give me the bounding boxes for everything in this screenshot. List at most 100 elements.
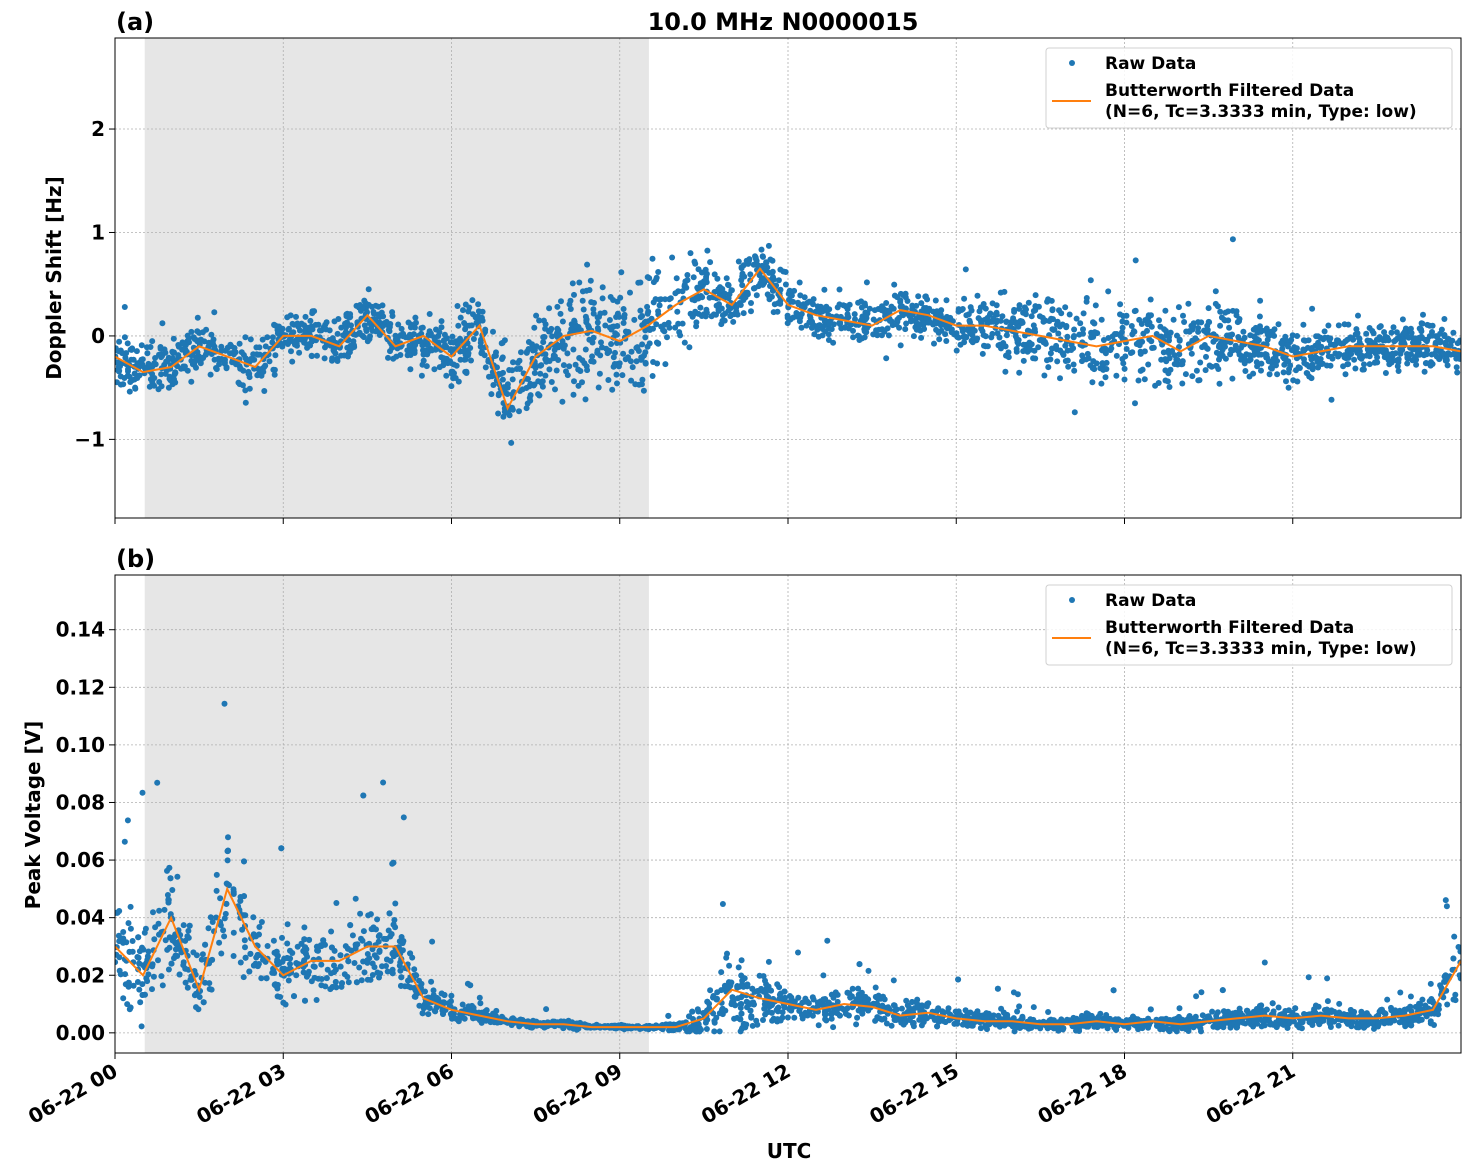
raw-data-point	[429, 347, 435, 353]
raw-data-point	[975, 293, 981, 299]
raw-data-point	[1440, 350, 1446, 356]
raw-data-point	[691, 274, 697, 280]
raw-data-point	[291, 339, 297, 345]
raw-data-point	[426, 332, 432, 338]
raw-data-point	[763, 260, 769, 266]
raw-data-point	[361, 928, 367, 934]
raw-data-point	[491, 353, 497, 359]
raw-data-point	[309, 353, 315, 359]
raw-data-point	[400, 940, 406, 946]
raw-data-point	[1199, 344, 1205, 350]
raw-data-point	[449, 371, 455, 377]
raw-data-point	[780, 1009, 786, 1015]
raw-data-point	[1163, 378, 1169, 384]
raw-data-point	[181, 959, 187, 965]
raw-data-point	[1246, 358, 1252, 364]
raw-data-point	[1448, 352, 1454, 358]
raw-data-point	[666, 296, 672, 302]
raw-data-point	[769, 294, 775, 300]
raw-data-point	[1002, 369, 1008, 375]
raw-data-point	[122, 839, 128, 845]
raw-data-point	[1149, 345, 1155, 351]
raw-data-point	[579, 357, 585, 363]
raw-data-point	[1451, 934, 1457, 940]
raw-data-point	[225, 834, 231, 840]
raw-data-point	[1198, 989, 1204, 995]
raw-data-point	[1222, 310, 1228, 316]
raw-data-point	[1285, 358, 1291, 364]
raw-data-point	[1122, 366, 1128, 372]
raw-data-point	[600, 284, 606, 290]
raw-data-point	[887, 308, 893, 314]
raw-data-point	[1250, 371, 1256, 377]
raw-data-point	[655, 308, 661, 314]
raw-data-point	[206, 925, 212, 931]
raw-data-point	[198, 360, 204, 366]
raw-data-point	[776, 277, 782, 283]
raw-data-point	[709, 313, 715, 319]
raw-data-point	[429, 939, 435, 945]
raw-data-point	[240, 368, 246, 374]
raw-data-point	[318, 982, 324, 988]
raw-data-point	[1029, 341, 1035, 347]
raw-data-point	[401, 814, 407, 820]
raw-data-point	[797, 292, 803, 298]
raw-data-point	[423, 349, 429, 355]
raw-data-point	[831, 995, 837, 1001]
raw-data-point	[688, 250, 694, 256]
raw-data-point	[469, 297, 475, 303]
raw-data-point	[1286, 385, 1292, 391]
raw-data-point	[509, 367, 515, 373]
raw-data-point	[720, 1006, 726, 1012]
raw-data-point	[748, 300, 754, 306]
raw-data-point	[1041, 319, 1047, 325]
raw-data-point	[328, 929, 334, 935]
raw-data-point	[241, 858, 247, 864]
raw-data-point	[373, 328, 379, 334]
raw-data-point	[1292, 1005, 1298, 1011]
raw-data-point	[456, 379, 462, 385]
raw-data-point	[1424, 322, 1430, 328]
raw-data-point	[1148, 297, 1154, 303]
raw-data-point	[1382, 337, 1388, 343]
raw-data-point	[517, 358, 523, 364]
raw-data-point	[597, 371, 603, 377]
raw-data-point	[1436, 1006, 1442, 1012]
raw-data-point	[680, 288, 686, 294]
raw-data-point	[718, 321, 724, 327]
raw-data-point	[856, 992, 862, 998]
raw-data-point	[549, 333, 555, 339]
raw-data-point	[918, 315, 924, 321]
raw-data-point	[1286, 366, 1292, 372]
raw-data-point	[137, 999, 143, 1005]
raw-data-point	[1016, 1003, 1022, 1009]
raw-data-point	[615, 311, 621, 317]
raw-data-point	[961, 296, 967, 302]
raw-data-point	[707, 295, 713, 301]
raw-data-point	[1139, 339, 1145, 345]
raw-data-point	[898, 342, 904, 348]
raw-data-point	[570, 280, 576, 286]
raw-data-point	[156, 908, 162, 914]
raw-data-point	[1404, 361, 1410, 367]
raw-data-point	[1297, 365, 1303, 371]
raw-data-point	[333, 351, 339, 357]
raw-data-point	[1272, 326, 1278, 332]
raw-data-point	[113, 952, 119, 958]
raw-data-point	[1209, 1009, 1215, 1015]
raw-data-point	[1251, 347, 1257, 353]
raw-data-point	[672, 290, 678, 296]
raw-data-point	[1301, 337, 1307, 343]
raw-data-point	[287, 961, 293, 967]
raw-data-point	[508, 440, 514, 446]
raw-data-point	[1015, 991, 1021, 997]
raw-data-point	[563, 368, 569, 374]
raw-data-point	[561, 362, 567, 368]
raw-data-point	[1290, 377, 1296, 383]
raw-data-point	[128, 926, 134, 932]
raw-data-point	[551, 352, 557, 358]
raw-data-point	[1406, 335, 1412, 341]
raw-data-point	[558, 298, 564, 304]
raw-data-point	[1237, 316, 1243, 322]
raw-data-point	[776, 1005, 782, 1011]
